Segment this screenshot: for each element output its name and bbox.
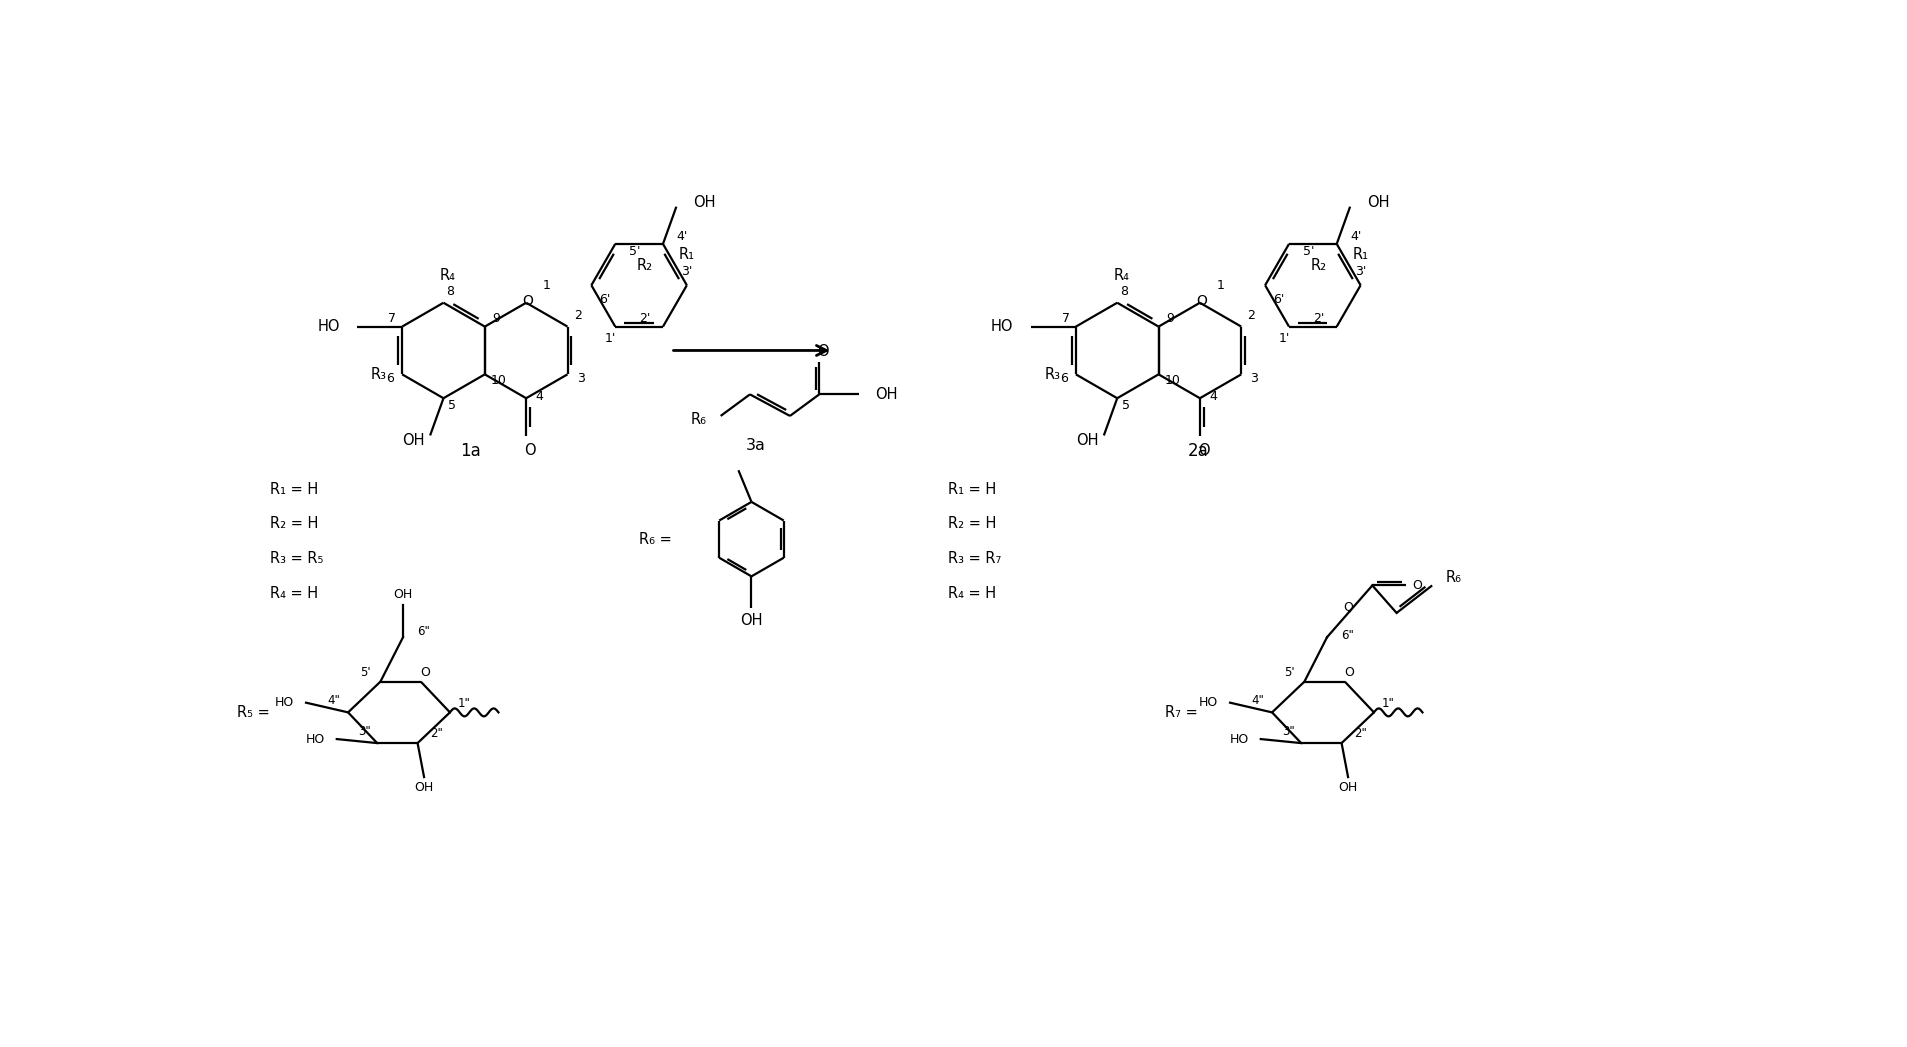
Text: 3": 3" (359, 726, 370, 738)
Text: O: O (1198, 443, 1209, 458)
Text: R₁ = H: R₁ = H (948, 482, 995, 496)
Text: R₁ = H: R₁ = H (271, 482, 318, 496)
Text: R₃: R₃ (370, 366, 387, 382)
Text: R₂ = H: R₂ = H (271, 516, 318, 531)
Text: 5': 5' (1283, 666, 1295, 678)
Text: O: O (816, 343, 828, 359)
Text: 6: 6 (1060, 372, 1068, 384)
Text: 9: 9 (492, 312, 500, 326)
Text: 6': 6' (1272, 292, 1283, 306)
Text: R₄ = H: R₄ = H (271, 585, 318, 601)
Text: O: O (420, 666, 431, 678)
Text: 10: 10 (490, 374, 507, 387)
Text: 2': 2' (639, 312, 650, 326)
Text: R₃: R₃ (1045, 366, 1060, 382)
Text: 7: 7 (1060, 312, 1070, 326)
Text: 8: 8 (1119, 285, 1127, 297)
Text: 1": 1" (1381, 696, 1394, 710)
Text: O: O (1344, 666, 1354, 678)
Text: HO: HO (305, 733, 324, 745)
Text: 2": 2" (1354, 728, 1365, 740)
Text: R₅ =: R₅ = (236, 705, 271, 720)
Text: 8: 8 (446, 285, 454, 297)
Text: O: O (1343, 601, 1352, 614)
Text: OH: OH (692, 196, 715, 210)
Text: HO: HO (1200, 696, 1219, 709)
Text: 5': 5' (360, 666, 372, 678)
Text: O: O (1196, 294, 1207, 308)
Text: 2: 2 (574, 309, 582, 322)
Text: R₃ = R₇: R₃ = R₇ (948, 551, 1001, 565)
Text: 10: 10 (1163, 374, 1180, 387)
Text: 9: 9 (1165, 312, 1173, 326)
Text: R₇ =: R₇ = (1165, 705, 1198, 720)
Text: 6": 6" (1341, 629, 1354, 642)
Text: 5': 5' (629, 245, 641, 259)
Text: 5': 5' (1302, 245, 1314, 259)
Text: 6": 6" (418, 624, 429, 638)
Text: O: O (523, 294, 532, 308)
Text: R₁: R₁ (1352, 247, 1367, 262)
Text: OH: OH (1337, 781, 1358, 795)
Text: R₃ = R₅: R₃ = R₅ (271, 551, 324, 565)
Text: OH: OH (393, 587, 412, 601)
Text: 4": 4" (328, 694, 339, 708)
Text: O: O (524, 443, 536, 458)
Text: R₁: R₁ (679, 247, 694, 262)
Text: 2a: 2a (1186, 442, 1207, 460)
Text: 1a: 1a (460, 442, 481, 460)
Text: O: O (1411, 579, 1421, 592)
Text: R₂: R₂ (1310, 258, 1325, 273)
Text: 4: 4 (536, 391, 543, 403)
Text: 4: 4 (1209, 391, 1217, 403)
Text: 1": 1" (458, 696, 471, 710)
Text: 3": 3" (1282, 726, 1295, 738)
Text: R₆: R₆ (1446, 571, 1461, 585)
Text: 1': 1' (605, 333, 616, 346)
Text: HO: HO (990, 319, 1013, 334)
Text: 1': 1' (1278, 333, 1289, 346)
Text: 5: 5 (1121, 399, 1129, 413)
Text: 3: 3 (576, 372, 584, 384)
Text: OH: OH (414, 781, 433, 795)
Text: 6: 6 (387, 372, 395, 384)
Text: 4": 4" (1251, 694, 1264, 708)
Text: R₆: R₆ (690, 413, 706, 427)
Text: 7: 7 (387, 312, 397, 326)
Text: OH: OH (1076, 432, 1098, 447)
Text: OH: OH (402, 432, 423, 447)
Text: R₂: R₂ (637, 258, 652, 273)
Text: 5: 5 (448, 399, 456, 413)
Text: HO: HO (1230, 733, 1249, 745)
Text: 2": 2" (429, 728, 442, 740)
Text: 3': 3' (681, 265, 692, 277)
Text: 2': 2' (1312, 312, 1323, 326)
Text: OH: OH (740, 612, 763, 628)
Text: OH: OH (1365, 196, 1388, 210)
Text: R₆ =: R₆ = (639, 532, 671, 547)
Text: 1: 1 (543, 280, 551, 292)
Text: OH: OH (873, 387, 896, 402)
Text: R₄: R₄ (1112, 268, 1129, 284)
Text: 3': 3' (1354, 265, 1365, 277)
Text: R₂ = H: R₂ = H (948, 516, 995, 531)
Text: 3a: 3a (746, 438, 765, 452)
Text: 2: 2 (1247, 309, 1255, 322)
Text: 4': 4' (1350, 229, 1362, 243)
Text: 1: 1 (1217, 280, 1224, 292)
Text: R₄: R₄ (439, 268, 456, 284)
Text: 6': 6' (599, 292, 610, 306)
Text: 4': 4' (677, 229, 688, 243)
Text: R₄ = H: R₄ = H (948, 585, 995, 601)
Text: 3: 3 (1249, 372, 1259, 384)
Text: HO: HO (317, 319, 339, 334)
Text: HO: HO (275, 696, 294, 709)
